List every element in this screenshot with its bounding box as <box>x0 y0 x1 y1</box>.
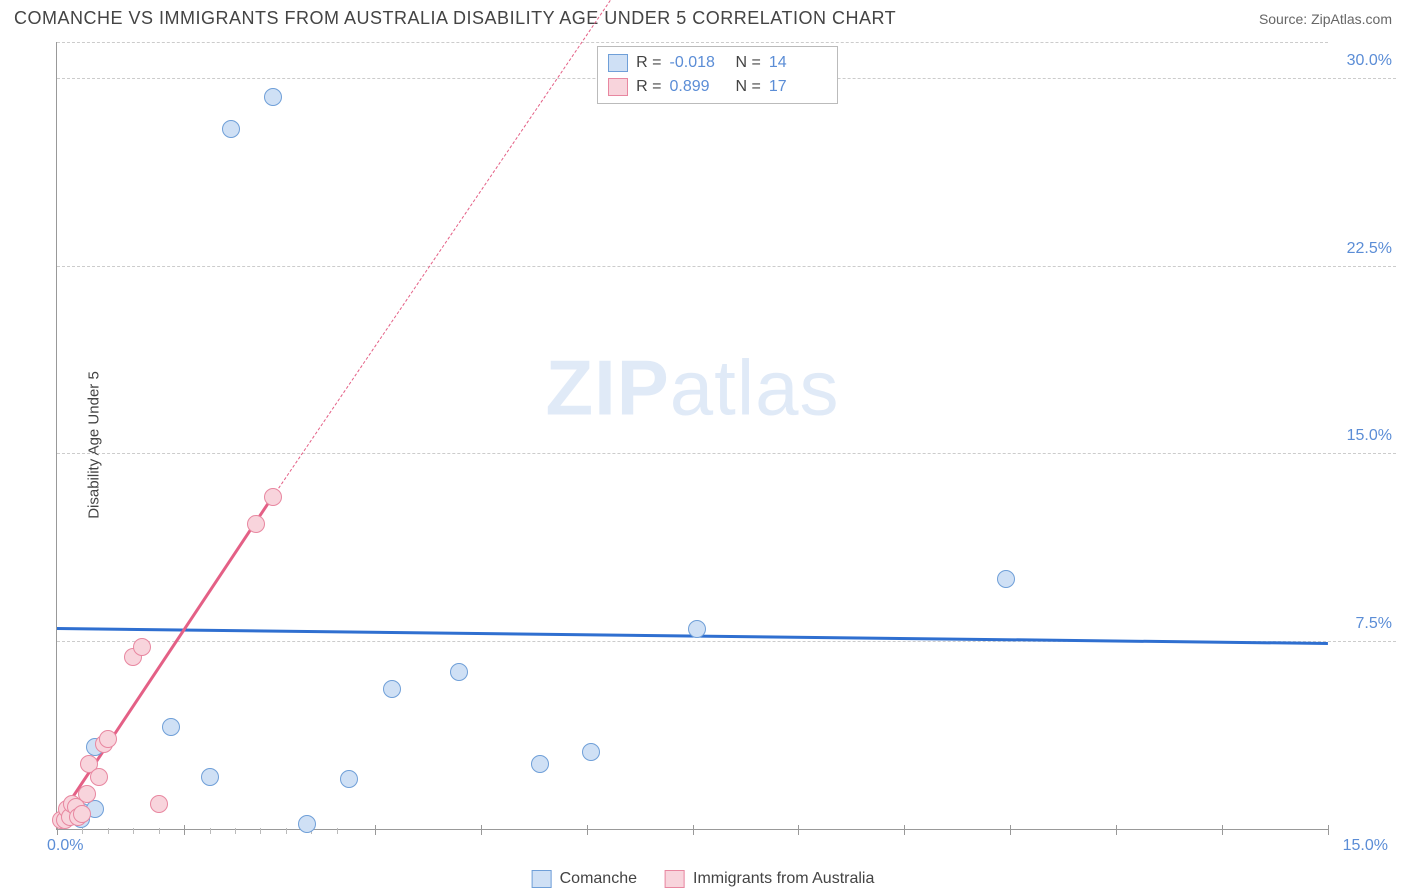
x-tick-minor <box>235 828 236 834</box>
x-tick-minor <box>260 828 261 834</box>
legend-swatch <box>665 870 685 888</box>
n-label: N = <box>736 54 761 72</box>
r-value: -0.018 <box>670 54 728 72</box>
y-tick-label: 22.5% <box>1347 240 1392 258</box>
x-tick <box>184 825 185 835</box>
n-value: 14 <box>769 54 827 72</box>
n-value: 17 <box>769 78 827 96</box>
data-point <box>582 743 600 761</box>
r-value: 0.899 <box>670 78 728 96</box>
watermark-bold: ZIP <box>545 344 669 432</box>
data-point <box>997 570 1015 588</box>
y-tick-label: 30.0% <box>1347 52 1392 70</box>
legend-swatch <box>532 870 552 888</box>
x-tick <box>1328 825 1329 835</box>
data-point <box>450 663 468 681</box>
correlation-legend-row: R = -0.018 N = 14 <box>608 51 827 75</box>
r-label: R = <box>636 78 661 96</box>
data-point <box>298 815 316 833</box>
legend: Comanche Immigrants from Australia <box>532 870 875 888</box>
correlation-legend-row: R = 0.899 N = 17 <box>608 75 827 99</box>
watermark-light: atlas <box>670 344 840 432</box>
x-tick-minor <box>210 828 211 834</box>
data-point <box>222 120 240 138</box>
legend-item: Immigrants from Australia <box>665 870 874 888</box>
correlation-legend: R = -0.018 N = 14R = 0.899 N = 17 <box>597 46 838 104</box>
x-tick <box>1116 825 1117 835</box>
trendline-extrapolation <box>273 0 625 496</box>
gridline <box>57 42 1328 43</box>
data-point <box>688 620 706 638</box>
y-tick-label: 15.0% <box>1347 427 1392 445</box>
legend-item: Comanche <box>532 870 637 888</box>
data-point <box>264 488 282 506</box>
legend-label: Immigrants from Australia <box>693 870 874 888</box>
x-tick-minor <box>159 828 160 834</box>
data-point <box>90 768 108 786</box>
x-tick <box>587 825 588 835</box>
gridline <box>57 266 1396 267</box>
data-point <box>150 795 168 813</box>
x-tick <box>798 825 799 835</box>
x-tick-minor <box>337 828 338 834</box>
y-tick-label: 7.5% <box>1356 615 1392 633</box>
r-label: R = <box>636 54 661 72</box>
x-tick-minor <box>82 828 83 834</box>
x-tick-minor <box>108 828 109 834</box>
watermark: ZIPatlas <box>545 343 839 434</box>
scatter-plot: ZIPatlas 7.5%15.0%22.5%30.0%0.0%15.0%R =… <box>56 42 1328 830</box>
data-point <box>531 755 549 773</box>
chart-container: Disability Age Under 5 ZIPatlas 7.5%15.0… <box>28 42 1396 848</box>
data-point <box>340 770 358 788</box>
x-tick <box>481 825 482 835</box>
x-tick <box>1010 825 1011 835</box>
data-point <box>133 638 151 656</box>
data-point <box>73 805 91 823</box>
legend-label: Comanche <box>560 870 637 888</box>
legend-swatch <box>608 54 628 72</box>
legend-swatch <box>608 78 628 96</box>
data-point <box>383 680 401 698</box>
gridline <box>57 453 1396 454</box>
data-point <box>247 515 265 533</box>
data-point <box>78 785 96 803</box>
x-tick-minor <box>286 828 287 834</box>
page-title: COMANCHE VS IMMIGRANTS FROM AUSTRALIA DI… <box>14 8 896 29</box>
x-tick <box>375 825 376 835</box>
source-attribution: Source: ZipAtlas.com <box>1259 11 1392 27</box>
data-point <box>264 88 282 106</box>
x-tick-label: 0.0% <box>47 837 83 855</box>
x-tick <box>693 825 694 835</box>
n-label: N = <box>736 78 761 96</box>
x-tick <box>904 825 905 835</box>
x-tick-label: 15.0% <box>1343 837 1388 855</box>
data-point <box>99 730 117 748</box>
x-tick-minor <box>133 828 134 834</box>
data-point <box>162 718 180 736</box>
x-tick <box>1222 825 1223 835</box>
data-point <box>201 768 219 786</box>
